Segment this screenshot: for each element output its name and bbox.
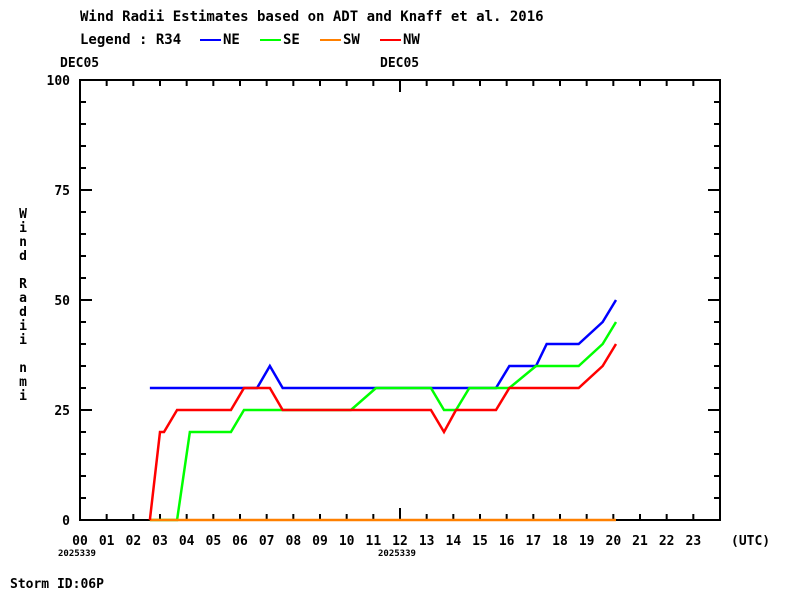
- y-axis-label-char: R: [19, 277, 27, 292]
- x-tick-label: 10: [339, 534, 355, 549]
- x-tick-label: 01: [99, 534, 115, 549]
- series-line-se: [149, 321, 618, 522]
- y-axis-label-char: m: [19, 375, 27, 390]
- x-tick-label: 14: [446, 534, 462, 549]
- y-tick-label: 0: [62, 514, 70, 529]
- y-axis-label-char: d: [19, 249, 27, 264]
- x-tick-label: 08: [286, 534, 302, 549]
- legend-label-sw: SW: [343, 32, 360, 48]
- x-tick-label: 06: [232, 534, 248, 549]
- x-tick-label: 21: [632, 534, 648, 549]
- x-tick-label: 23: [686, 534, 702, 549]
- x-tick-label: 11: [366, 534, 382, 549]
- julian-date-label: 2025339: [58, 549, 96, 559]
- date-label: DEC05: [380, 56, 419, 71]
- chart-title: Wind Radii Estimates based on ADT and Kn…: [80, 9, 544, 25]
- x-tick-label: 00: [72, 534, 88, 549]
- y-axis-label-char: n: [19, 235, 27, 250]
- y-axis-label-char: n: [19, 361, 27, 376]
- x-tick-label: 20: [606, 534, 622, 549]
- series-line-ne: [149, 299, 618, 390]
- legend-label-se: SE: [283, 32, 300, 48]
- x-tick-label: 18: [552, 534, 568, 549]
- legend-prefix: Legend : R34: [80, 32, 181, 48]
- x-tick-label: 09: [312, 534, 328, 549]
- x-tick-label: 02: [126, 534, 142, 549]
- x-tick-label: 05: [206, 534, 222, 549]
- y-tick-label: 50: [54, 294, 70, 309]
- y-axis-label-char: i: [19, 319, 27, 334]
- x-axis-label: (UTC): [731, 534, 770, 549]
- x-tick-label: 03: [152, 534, 168, 549]
- y-axis-label-char: i: [19, 333, 27, 348]
- x-tick-label: 17: [526, 534, 542, 549]
- x-tick-label: 22: [659, 534, 675, 549]
- legend-label-ne: NE: [223, 32, 240, 48]
- y-axis-label-char: i: [19, 389, 27, 404]
- y-axis-label-char: a: [19, 291, 27, 306]
- x-tick-label: 12: [392, 534, 408, 549]
- x-tick-label: 15: [472, 534, 488, 549]
- y-axis-label-char: i: [19, 221, 27, 236]
- y-tick-label: 25: [54, 404, 70, 419]
- legend-label-nw: NW: [403, 32, 420, 48]
- series-line-nw: [148, 343, 618, 521]
- x-tick-label: 19: [579, 534, 595, 549]
- y-axis-label-char: W: [19, 207, 27, 222]
- x-tick-label: 07: [259, 534, 275, 549]
- date-label: DEC05: [60, 56, 99, 71]
- y-tick-label: 100: [47, 74, 71, 89]
- y-tick-label: 75: [54, 184, 70, 199]
- x-tick-label: 13: [419, 534, 435, 549]
- plot-frame: [79, 79, 721, 521]
- x-tick-label: 16: [499, 534, 515, 549]
- x-tick-label: 04: [179, 534, 195, 549]
- julian-date-label: 2025339: [378, 549, 416, 559]
- storm-id: Storm ID:06P: [10, 577, 104, 592]
- y-axis-label-char: d: [19, 305, 27, 320]
